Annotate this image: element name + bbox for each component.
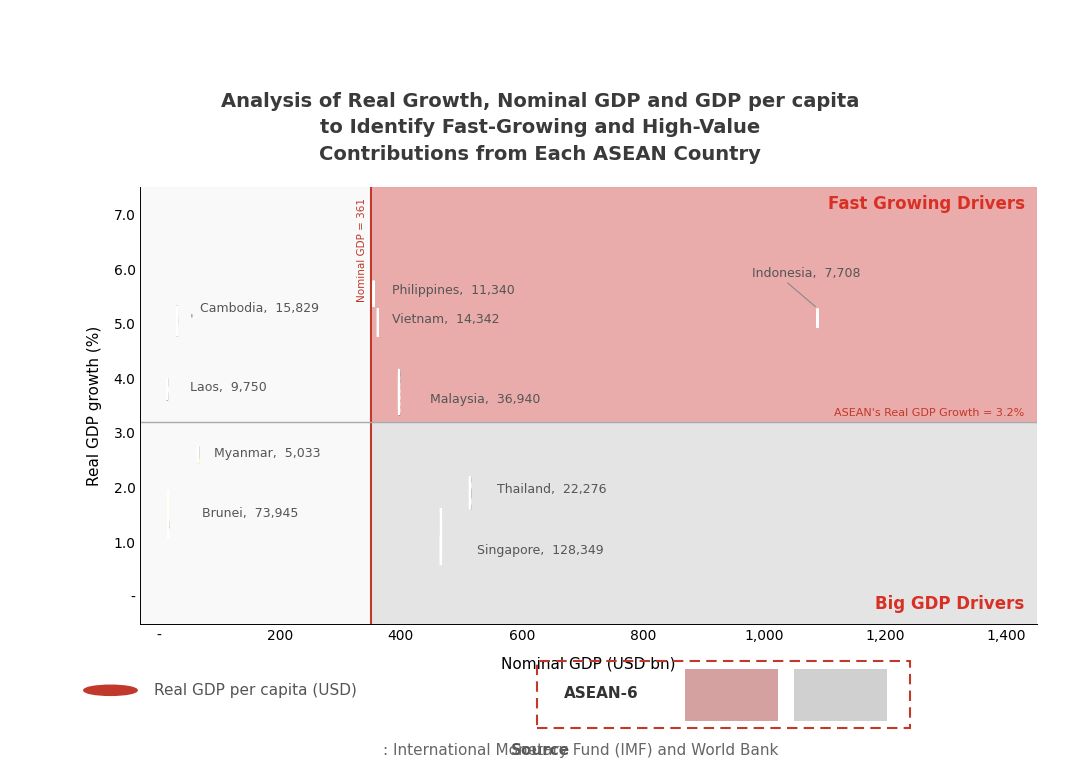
Text: Vietnam,  14,342: Vietnam, 14,342 <box>392 313 499 326</box>
Text: Analysis of Real Growth, Nominal GDP and GDP per capita
to Identify Fast-Growing: Analysis of Real Growth, Nominal GDP and… <box>220 92 860 164</box>
Bar <box>685 668 778 721</box>
Bar <box>370 187 1037 422</box>
Bar <box>794 668 887 721</box>
Text: Singapore,  128,349: Singapore, 128,349 <box>476 544 603 557</box>
Y-axis label: Real GDP growth (%): Real GDP growth (%) <box>87 325 103 486</box>
Text: Big GDP Drivers: Big GDP Drivers <box>876 595 1025 613</box>
Text: Brunei,  73,945: Brunei, 73,945 <box>202 507 298 519</box>
Text: Nominal GDP = 361: Nominal GDP = 361 <box>356 198 367 302</box>
Text: Myanmar,  5,033: Myanmar, 5,033 <box>214 447 321 459</box>
Text: Indonesia,  7,708: Indonesia, 7,708 <box>752 267 861 280</box>
Text: Real GDP per capita (USD): Real GDP per capita (USD) <box>153 682 356 698</box>
Circle shape <box>84 685 137 696</box>
Text: ASEAN-6: ASEAN-6 <box>564 686 639 700</box>
Bar <box>140 422 370 624</box>
Text: Source: Source <box>511 743 569 758</box>
Text: : International Monetary Fund (IMF) and World Bank: : International Monetary Fund (IMF) and … <box>383 743 779 758</box>
Text: Philippines,  11,340: Philippines, 11,340 <box>392 285 514 297</box>
Text: Cambodia,  15,829: Cambodia, 15,829 <box>200 303 319 315</box>
Text: Thailand,  22,276: Thailand, 22,276 <box>497 483 606 495</box>
X-axis label: Nominal GDP (USD bn): Nominal GDP (USD bn) <box>501 657 676 672</box>
Text: Malaysia,  36,940: Malaysia, 36,940 <box>430 392 540 406</box>
Text: Fast Growing Drivers: Fast Growing Drivers <box>827 196 1025 214</box>
Bar <box>140 187 370 422</box>
Bar <box>370 422 1037 624</box>
Text: Laos,  9,750: Laos, 9,750 <box>190 381 267 394</box>
Text: ASEAN's Real GDP Growth = 3.2%: ASEAN's Real GDP Growth = 3.2% <box>835 408 1025 417</box>
